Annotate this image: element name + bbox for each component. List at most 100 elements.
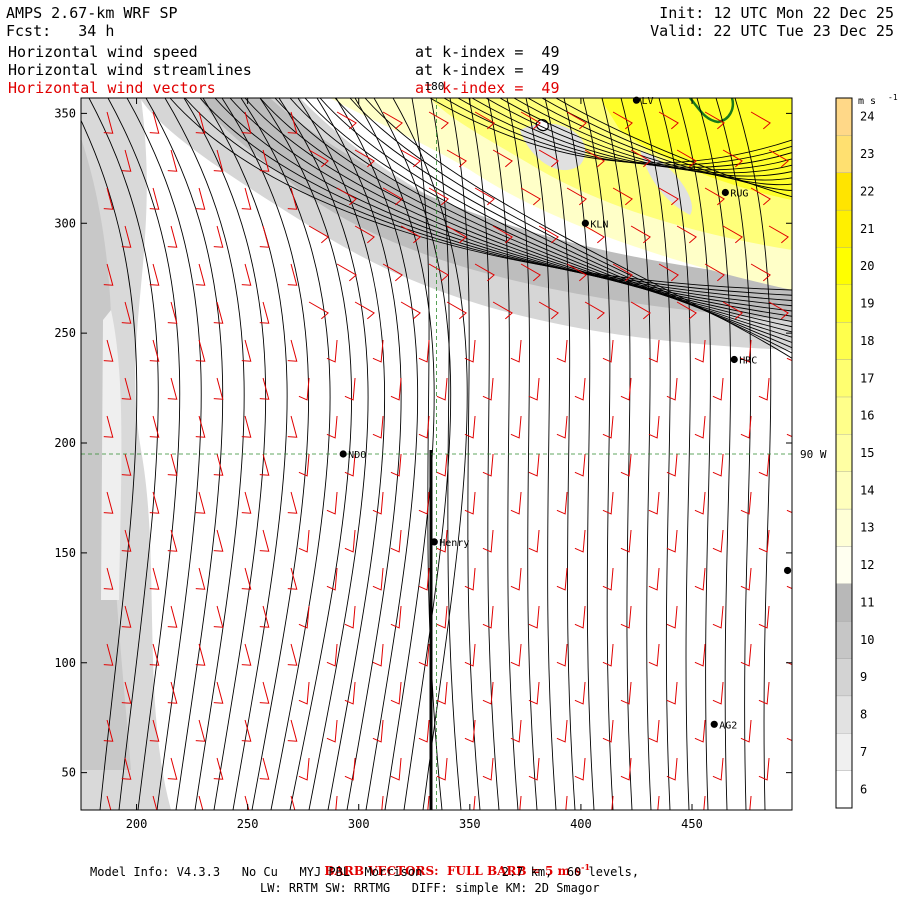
streamline-path — [126, 98, 202, 810]
wind-barb — [797, 188, 816, 205]
wind-barb — [372, 719, 384, 743]
wind-barb — [213, 681, 224, 704]
streamline-path — [334, 98, 792, 349]
wind-barb — [602, 415, 614, 439]
wind-barb — [694, 491, 706, 515]
wind-barb — [244, 795, 250, 810]
wind-barb — [704, 187, 725, 206]
wind-barb — [566, 111, 587, 130]
wind-barb — [436, 757, 448, 781]
wind-barb — [602, 567, 614, 591]
wind-barb — [372, 339, 384, 363]
wind-barb — [195, 263, 206, 286]
wind-barb — [805, 606, 815, 628]
wind-barb — [758, 529, 770, 553]
streamline-path — [527, 98, 792, 186]
wind-barb — [326, 719, 338, 743]
field-level-vectors: at k-index = 49 — [415, 79, 560, 97]
speed-band-ne-strong — [600, 98, 792, 200]
wind-barb — [167, 377, 178, 400]
wind-barb — [121, 149, 132, 172]
wind-barb — [436, 605, 448, 629]
wind-barb — [704, 263, 725, 282]
wind-barb — [758, 681, 770, 705]
wind-barb — [566, 263, 587, 282]
colorbar-label: 10 — [860, 633, 874, 647]
wind-barb — [436, 681, 448, 705]
wind-barb — [103, 263, 114, 286]
wind-barb — [482, 757, 494, 781]
streamline-path — [696, 98, 731, 810]
wind-barb — [167, 529, 178, 552]
streamline-path — [169, 98, 792, 291]
wind-barb — [520, 111, 541, 130]
wind-barb — [213, 301, 224, 324]
wind-barb — [712, 453, 724, 477]
wind-barb — [418, 643, 430, 667]
wind-barb — [712, 757, 724, 781]
streamline-path — [582, 98, 614, 810]
wind-barb — [354, 301, 375, 320]
model-info: Model Info: V4.3.3 No Cu MYJ PBL Morriso… — [90, 865, 640, 879]
wind-barb — [630, 149, 651, 168]
wind-barb — [167, 301, 178, 324]
streamline-path — [555, 98, 792, 198]
wind-barb — [620, 529, 632, 553]
wind-barb — [418, 491, 430, 515]
wind-barb — [620, 453, 632, 477]
wind-barb — [612, 111, 633, 130]
wind-barb — [400, 225, 421, 244]
physics-info: LW: RRTM SW: RRTMG DIFF: simple KM: 2D S… — [260, 881, 600, 895]
wind-barb — [418, 719, 430, 743]
wind-barb — [666, 681, 678, 705]
colorbar-swatch — [835, 172, 853, 211]
wind-barb — [418, 339, 430, 363]
colorbar-label: 16 — [860, 409, 874, 423]
wind-barb — [464, 719, 476, 743]
streamline-path — [164, 98, 245, 810]
wind-barb — [482, 453, 494, 477]
wind-barb — [758, 605, 770, 629]
wind-barb — [390, 605, 402, 629]
streamline-path — [244, 98, 792, 317]
barb-note-text: BARB VECTORS: FULL BARB = 5 m s — [324, 864, 582, 878]
wind-barb — [446, 149, 467, 168]
wind-barb — [436, 377, 448, 401]
wind-barb — [149, 719, 160, 742]
valid-time: Valid: 22 UTC Tue 23 Dec 25 — [650, 22, 894, 40]
wind-barb — [326, 491, 338, 515]
wind-barb — [584, 149, 605, 168]
wind-barb — [620, 757, 632, 781]
stations: NDO Henry KLN RUG HRC AG2 LV — [339, 96, 792, 731]
wind-barb — [259, 301, 270, 324]
colorbar-label: 22 — [860, 184, 874, 198]
wind-barb — [287, 643, 298, 666]
wind-barb — [241, 187, 252, 210]
wind-barb — [574, 681, 586, 705]
wind-barb — [213, 453, 224, 476]
streamline-path — [544, 98, 576, 810]
wind-barb — [344, 605, 356, 629]
init-time: Init: 12 UTC Mon 22 Dec 25 — [659, 4, 894, 22]
colorbar-swatch — [835, 733, 853, 771]
colorbar-swatch — [835, 546, 853, 584]
wind-barb — [287, 111, 298, 134]
wind-barb — [259, 377, 270, 400]
wind-barb — [666, 529, 678, 553]
colorbar-label: 17 — [860, 371, 874, 385]
wind-barb — [287, 263, 298, 286]
wind-barb — [528, 605, 540, 629]
wind-barb — [694, 415, 706, 439]
wind-barb — [241, 263, 252, 286]
wind-barb — [382, 263, 403, 282]
colorbar-swatch — [835, 135, 853, 173]
wind-barb — [344, 681, 356, 705]
field-level-streamlines: at k-index = 49 — [415, 61, 560, 79]
wind-barb — [326, 567, 338, 591]
station-label: LV — [641, 96, 653, 107]
wind-barb — [722, 149, 743, 168]
wind-barb — [565, 795, 568, 810]
station-marker — [339, 450, 347, 458]
wind-barb — [538, 301, 559, 320]
wind-barb — [786, 357, 792, 362]
